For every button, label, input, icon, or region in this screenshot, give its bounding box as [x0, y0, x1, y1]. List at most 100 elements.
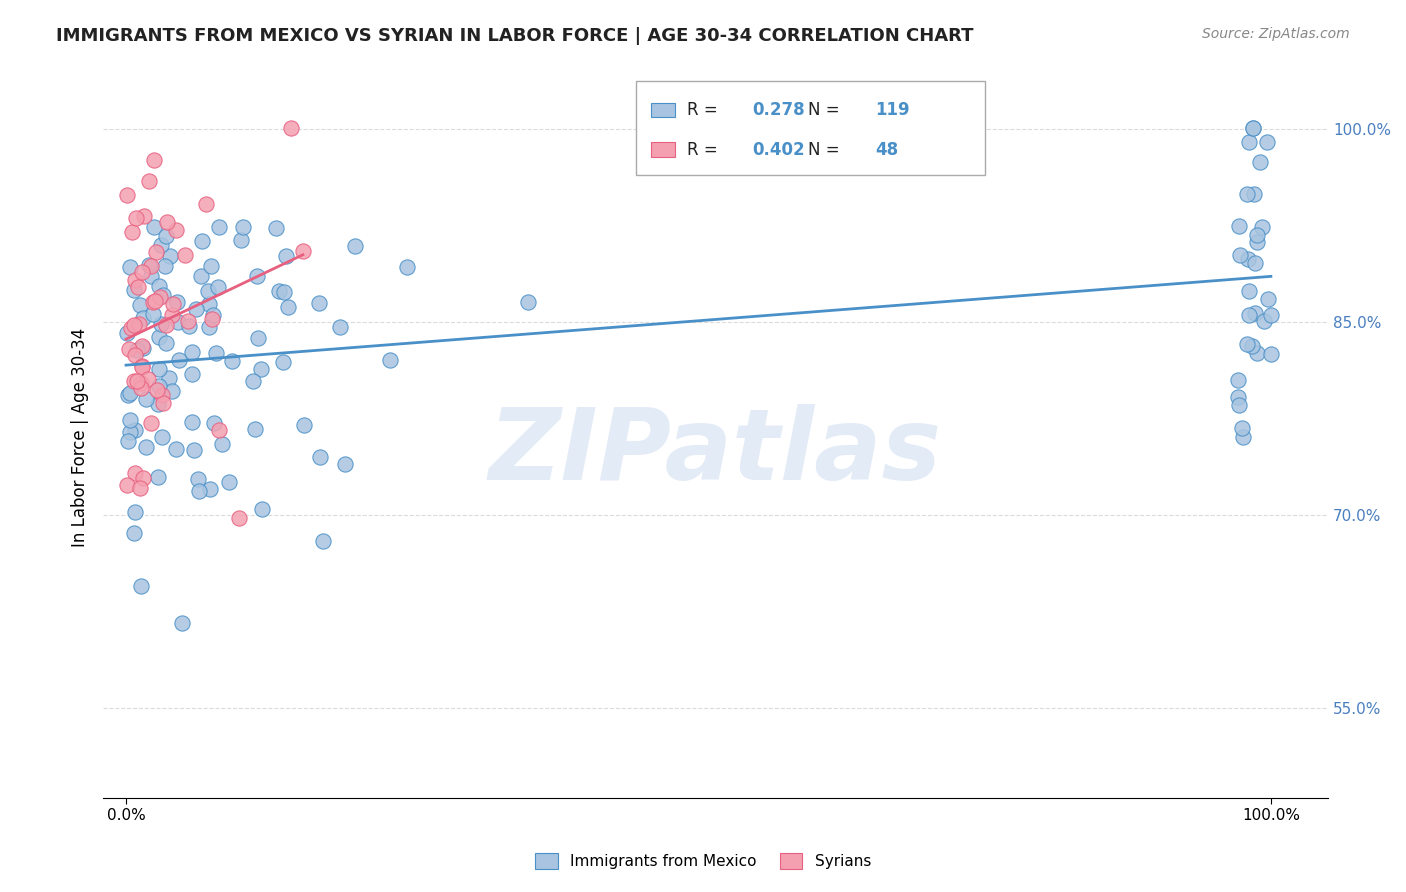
- Point: [200, 259, 222, 273]
- Point: [142, 295, 165, 310]
- Point: [308, 296, 330, 310]
- Point: [153, 259, 176, 273]
- Point: [207, 280, 229, 294]
- Point: [269, 284, 291, 298]
- Point: [120, 425, 142, 439]
- Point: [156, 214, 179, 228]
- Point: [131, 360, 153, 375]
- Point: [135, 440, 157, 454]
- Point: [146, 469, 169, 483]
- Point: [250, 362, 273, 376]
- Point: [202, 416, 225, 430]
- Point: [1227, 390, 1250, 404]
- Point: [198, 297, 221, 311]
- Point: [218, 475, 240, 490]
- Point: [148, 279, 170, 293]
- Point: [250, 501, 273, 516]
- Point: [183, 443, 205, 458]
- Point: [115, 478, 138, 492]
- Point: [1253, 314, 1275, 328]
- Point: [273, 285, 295, 299]
- Point: [122, 375, 145, 389]
- Text: 0.278: 0.278: [752, 101, 806, 119]
- Point: [228, 510, 250, 524]
- Point: [201, 308, 224, 322]
- Text: 119: 119: [875, 101, 910, 119]
- Point: [187, 472, 209, 486]
- Point: [124, 284, 146, 298]
- Point: [292, 417, 315, 432]
- Point: [329, 320, 352, 334]
- Point: [221, 354, 243, 368]
- Point: [129, 376, 152, 391]
- Point: [246, 331, 269, 345]
- Point: [146, 397, 169, 411]
- Point: [208, 220, 231, 235]
- Point: [148, 330, 170, 344]
- Point: [184, 301, 207, 316]
- Point: [124, 348, 146, 362]
- Text: 48: 48: [875, 141, 898, 159]
- Point: [198, 320, 221, 334]
- Point: [181, 345, 204, 359]
- Point: [1260, 346, 1282, 360]
- Point: [145, 245, 167, 260]
- Point: [1243, 256, 1265, 270]
- Point: [160, 308, 183, 322]
- Point: [129, 578, 152, 592]
- Point: [117, 387, 139, 401]
- Text: N =: N =: [807, 141, 845, 159]
- Point: [1237, 135, 1260, 149]
- Point: [170, 615, 193, 630]
- Point: [142, 153, 165, 168]
- Point: [165, 442, 187, 456]
- Point: [115, 188, 138, 202]
- Point: [141, 307, 163, 321]
- Point: [159, 249, 181, 263]
- Point: [1244, 306, 1267, 320]
- Point: [142, 220, 165, 235]
- Point: [1241, 120, 1264, 135]
- Point: [271, 355, 294, 369]
- Point: [229, 233, 252, 247]
- Point: [1227, 398, 1250, 412]
- Point: [117, 434, 139, 448]
- Point: [181, 415, 204, 429]
- Point: [205, 346, 228, 360]
- Point: [155, 318, 177, 332]
- Point: [1256, 135, 1278, 149]
- Point: [173, 248, 195, 262]
- Point: [152, 396, 174, 410]
- Point: [1237, 308, 1260, 322]
- Point: [1237, 252, 1260, 267]
- Point: [120, 321, 142, 335]
- Point: [146, 383, 169, 397]
- Point: [201, 312, 224, 326]
- Point: [180, 368, 202, 382]
- Point: [132, 342, 155, 356]
- Point: [195, 197, 218, 211]
- Point: [264, 221, 287, 235]
- Point: [122, 318, 145, 332]
- Text: ZIPatlas: ZIPatlas: [489, 404, 942, 500]
- Point: [343, 239, 366, 253]
- Point: [1237, 284, 1260, 298]
- Point: [197, 285, 219, 299]
- Point: [312, 534, 335, 549]
- Text: Source: ZipAtlas.com: Source: ZipAtlas.com: [1202, 27, 1350, 41]
- Point: [124, 273, 146, 287]
- FancyBboxPatch shape: [636, 81, 986, 175]
- Point: [1246, 346, 1268, 360]
- Point: [1226, 373, 1249, 387]
- Point: [242, 374, 264, 388]
- Text: N =: N =: [807, 101, 845, 119]
- Point: [1227, 219, 1250, 234]
- Point: [380, 352, 402, 367]
- Point: [1257, 292, 1279, 306]
- Point: [124, 505, 146, 519]
- Point: [246, 269, 269, 284]
- Point: [1249, 155, 1271, 169]
- Point: [276, 249, 298, 263]
- Point: [1246, 227, 1268, 242]
- Point: [131, 339, 153, 353]
